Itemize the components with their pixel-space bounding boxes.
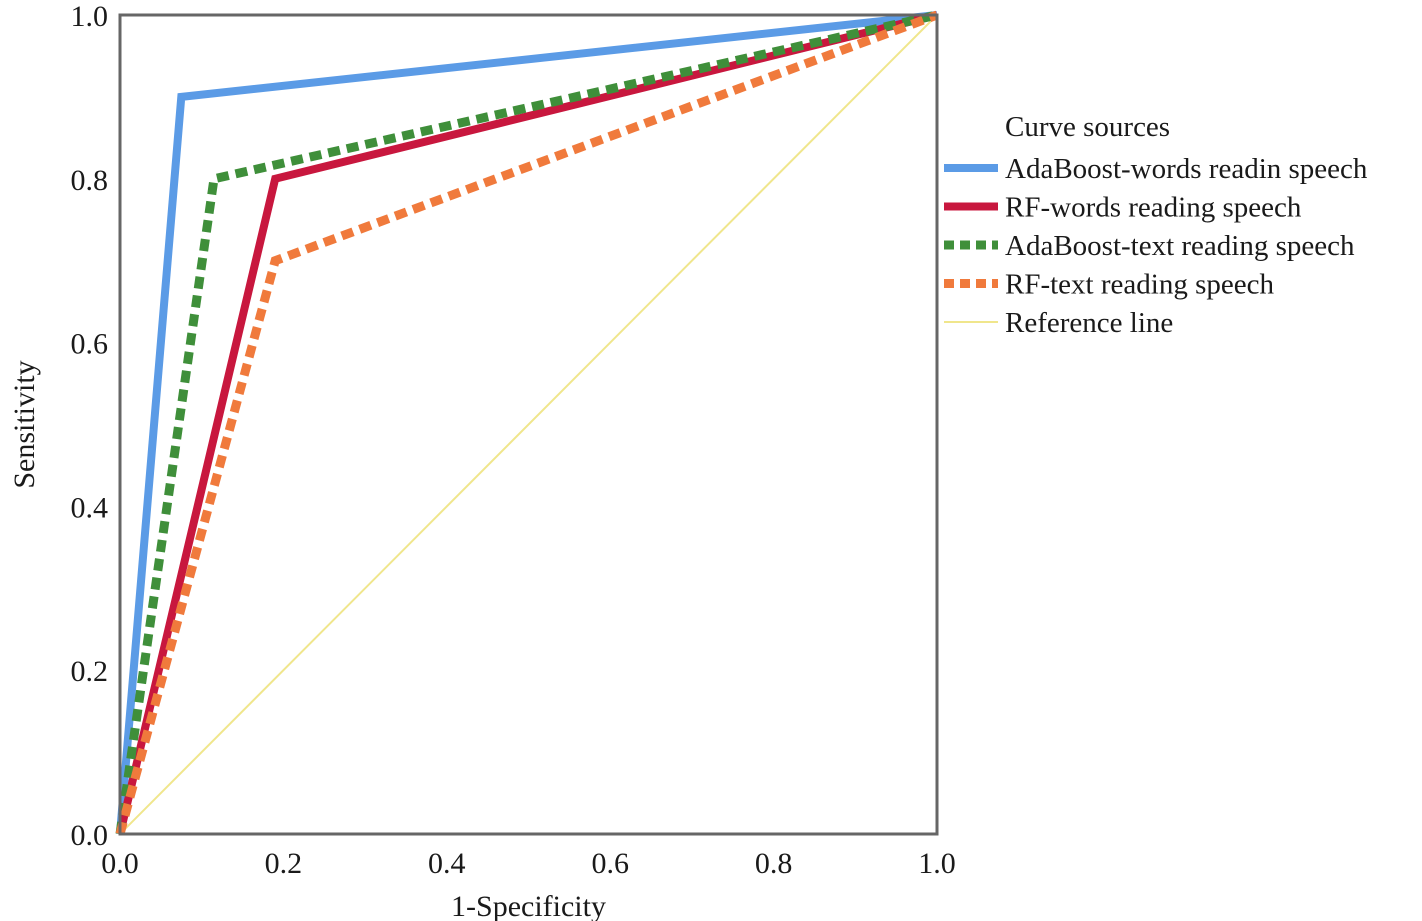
legend-label-1: RF-words reading speech <box>1005 192 1302 224</box>
legend-items: AdaBoost-words readin speech RF-words rea… <box>944 153 1368 339</box>
series-line-2 <box>115 10 938 835</box>
legend: Curve sources AdaBoost-words readin spee… <box>944 111 1368 339</box>
x-tick-label: 0.0 <box>101 847 139 880</box>
y-axis-title: Sensitivity <box>8 360 41 488</box>
series-line-3 <box>115 10 939 836</box>
plot-frame <box>118 13 939 836</box>
series-line-0 <box>116 11 938 835</box>
y-tick-label: 0.6 <box>71 328 109 361</box>
legend-label-3: RF-text reading speech <box>1005 269 1274 301</box>
series-line-1 <box>116 11 938 835</box>
plot-lines <box>115 10 939 836</box>
x-tick-label: 0.2 <box>265 847 303 880</box>
y-tick-label: 0.4 <box>71 491 109 524</box>
y-tick-label: 0.2 <box>71 655 109 688</box>
x-tick-label: 1.0 <box>918 847 956 880</box>
x-axis-title: 1-Specificity <box>451 890 606 921</box>
legend-label-0: AdaBoost-words readin speech <box>1005 153 1368 185</box>
x-axis-ticks: 0.0 0.2 0.4 0.6 0.8 1.0 <box>101 847 956 880</box>
series-line-4 <box>119 14 938 835</box>
y-tick-label: 1.0 <box>71 0 109 33</box>
y-tick-label: 0.8 <box>71 164 109 197</box>
x-tick-label: 0.4 <box>428 847 466 880</box>
legend-label-2: AdaBoost-text reading speech <box>1005 230 1355 262</box>
legend-label-4: Reference line <box>1005 307 1173 339</box>
x-tick-label: 0.6 <box>591 847 629 880</box>
y-axis-ticks: 0.0 0.2 0.4 0.6 0.8 1.0 <box>71 0 109 852</box>
x-tick-label: 0.8 <box>755 847 793 880</box>
legend-title: Curve sources <box>1005 111 1170 143</box>
y-tick-label: 0.0 <box>71 819 109 852</box>
